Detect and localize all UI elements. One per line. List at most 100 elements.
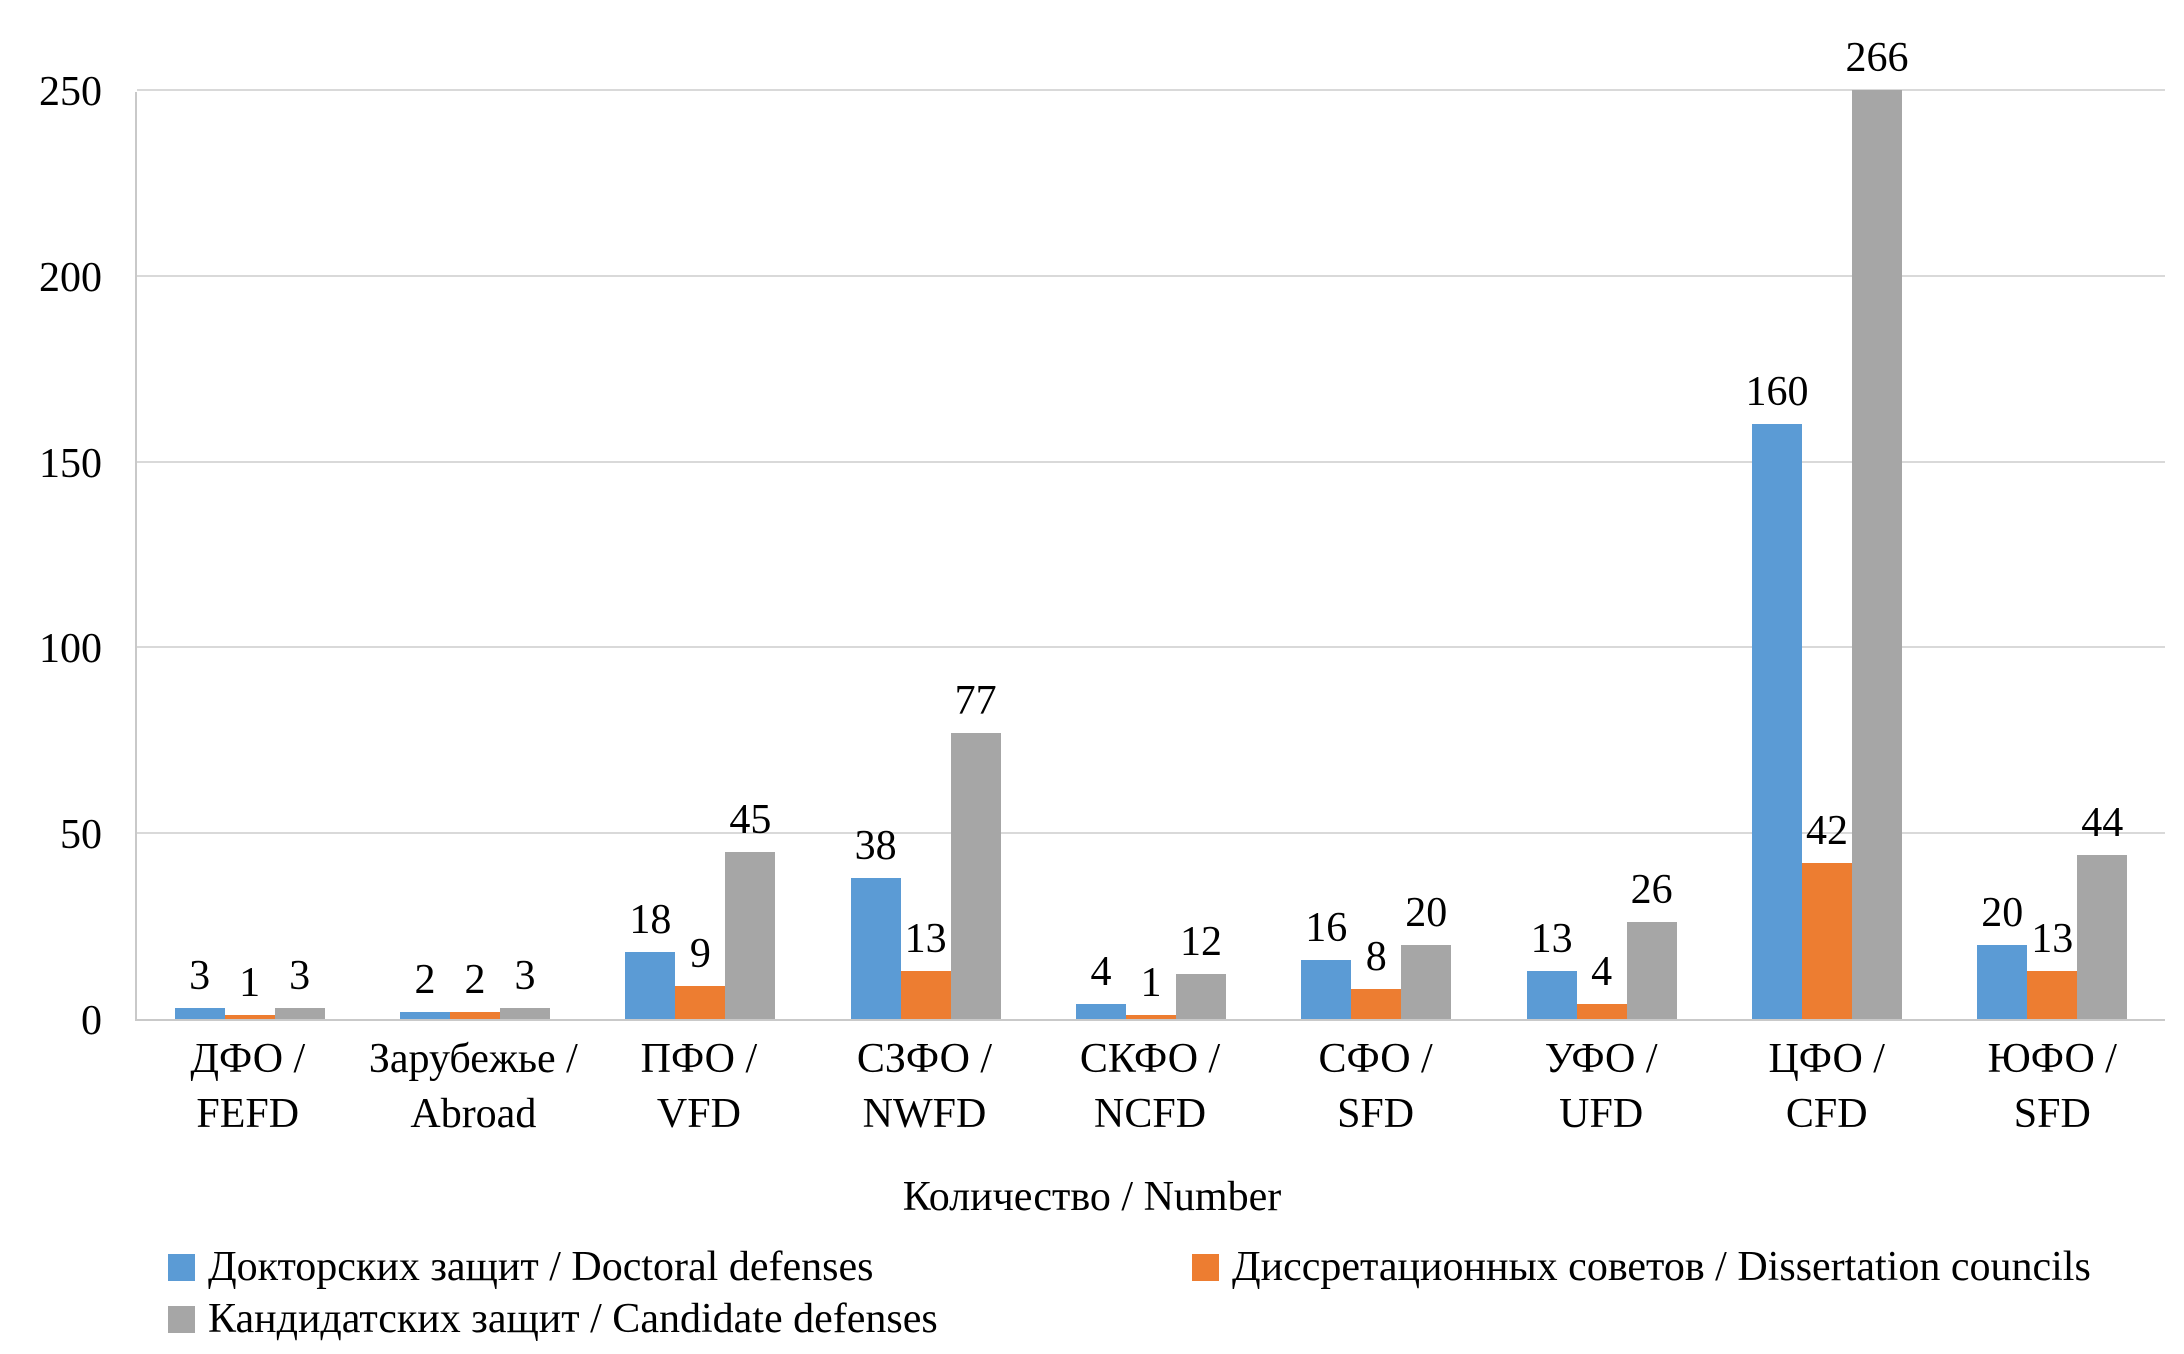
- bar-value-label: 13: [2031, 916, 2074, 962]
- bar-group: 160 42 266: [1714, 37, 1939, 1019]
- bar: 4: [1075, 951, 1126, 1019]
- x-axis-title: Количество / Number: [902, 1174, 1282, 1220]
- category-label: ДФО / FEFD: [135, 1032, 361, 1142]
- category-label-line: NCFD: [1094, 1091, 1207, 1137]
- category-label: УФО / UFD: [1488, 1032, 1714, 1142]
- category-label: СЗФО / NWFD: [812, 1032, 1038, 1142]
- bar: 42: [1801, 810, 1852, 1019]
- bar-value-label: 20: [1981, 890, 2024, 936]
- bar-value-label: 2: [464, 957, 486, 1003]
- category-label-line: Зарубежье /: [368, 1036, 578, 1082]
- legend-swatch-orange: [1192, 1253, 1219, 1281]
- category-label: СФО / SFD: [1263, 1032, 1489, 1142]
- bar-value-label: 13: [904, 916, 947, 962]
- bar: 44: [2077, 802, 2128, 1019]
- bar: 13: [900, 918, 951, 1019]
- bar-value-label: 16: [1305, 905, 1348, 951]
- bar: 20: [1977, 892, 2028, 1019]
- category-label-line: ПФО /: [640, 1036, 758, 1082]
- bar: 12: [1175, 921, 1226, 1019]
- category-label: ПФО / VFD: [586, 1032, 812, 1142]
- category-label-line: FEFD: [196, 1091, 300, 1137]
- bar: 20: [1401, 892, 1452, 1019]
- bar-value-label: 3: [514, 953, 536, 999]
- bar: 16: [1301, 907, 1352, 1019]
- bar-value-label: 266: [1845, 35, 1909, 81]
- legend-swatch-gray: [168, 1305, 195, 1333]
- legend-swatch-blue: [168, 1253, 195, 1281]
- bar-value-label: 26: [1630, 867, 1673, 913]
- bar: 9: [675, 933, 726, 1019]
- category-label-line: Abroad: [410, 1091, 537, 1137]
- category-label-line: VFD: [656, 1091, 741, 1137]
- legend-item-candidate-defenses: Кандидатских защит / Candidate defenses: [168, 1292, 938, 1346]
- bar-value-label: 20: [1405, 890, 1448, 936]
- category-label-line: SFD: [2013, 1091, 2091, 1137]
- category-label-line: СФО /: [1318, 1036, 1433, 1082]
- bar-value-label: 44: [2081, 800, 2124, 846]
- bar: 2: [399, 959, 450, 1019]
- bar-value-label: 77: [954, 678, 997, 724]
- category-label-line: СЗФО /: [856, 1036, 993, 1082]
- legend-label: Кандидатских защит / Candidate defenses: [208, 1296, 938, 1342]
- bar: 3: [274, 955, 325, 1019]
- category-label-line: UFD: [1559, 1091, 1644, 1137]
- bar-value-label: 45: [729, 797, 772, 843]
- legend-item-dissertation-councils: Диссретационных советов / Dissertation c…: [1192, 1240, 2091, 1294]
- bar: 26: [1626, 869, 1677, 1019]
- bar-value-label: 38: [854, 823, 897, 869]
- category-label: ЦФО / CFD: [1714, 1032, 1940, 1142]
- bar: 13: [2027, 918, 2078, 1019]
- legend-label: Диссретационных советов / Dissertation c…: [1232, 1244, 2091, 1290]
- bar-group: 13 4 26: [1489, 92, 1714, 1019]
- bar: 18: [625, 899, 676, 1019]
- bar-value-label: 1: [239, 960, 261, 1006]
- bar-value-label: 3: [189, 953, 211, 999]
- legend-item-doctoral-defenses: Докторских защит / Doctoral defenses: [168, 1240, 873, 1294]
- y-tick-label-250: 250: [39, 69, 102, 115]
- gridline-250: [137, 89, 2165, 91]
- gridline-200: [137, 274, 2165, 277]
- category-label: Зарубежье / Abroad: [361, 1032, 587, 1142]
- bar-value-label: 12: [1179, 919, 1222, 965]
- y-tick-label-150: 150: [39, 440, 102, 487]
- bar-value-label: 18: [629, 897, 672, 943]
- bar: 160: [1745, 371, 1808, 1019]
- bar-value-label: 42: [1805, 808, 1848, 854]
- bar-value-label: 2: [414, 957, 436, 1003]
- bar: 8: [1351, 936, 1402, 1019]
- category-label-line: CFD: [1785, 1091, 1868, 1137]
- bar: 4: [1576, 951, 1627, 1019]
- bar-group: 16 8 20: [1264, 92, 1489, 1019]
- bar-value-label: 8: [1365, 934, 1387, 980]
- bar-value-label: 4: [1090, 949, 1112, 995]
- bar-group: 20 13 44: [1940, 92, 2165, 1019]
- category-label-line: ЮФО /: [1987, 1036, 2117, 1082]
- bar-value-label: 160: [1745, 369, 1809, 415]
- bar-value-label: 9: [689, 931, 711, 977]
- bar-group: 38 13 77: [813, 92, 1038, 1019]
- plot-area: 3 1 3 2 2 3 18 9 45 38 13 77 4 1 12 16 8 20 13 4 26 160 42 266 2…: [135, 37, 2165, 1021]
- gridline-50: [137, 832, 2165, 835]
- bar-value-label: 3: [289, 953, 311, 999]
- bar: 13: [1526, 918, 1577, 1019]
- bar: 3: [174, 955, 225, 1019]
- x-axis-labels: ДФО / FEFD Зарубежье / Abroad ПФО / VFD СЗФО /…: [135, 1032, 2165, 1142]
- category-label-line: УФО /: [1544, 1036, 1658, 1082]
- category-label: СКФО / NCFD: [1037, 1032, 1263, 1142]
- category-label-line: SFD: [1337, 1091, 1415, 1137]
- category-label-line: СКФО /: [1079, 1036, 1221, 1082]
- bar: 77: [950, 680, 1001, 1019]
- bar-group: 18 9 45: [588, 92, 813, 1019]
- bar: 38: [850, 825, 901, 1019]
- y-tick-label-0: 0: [81, 998, 102, 1044]
- category-label-line: ЦФО /: [1768, 1036, 1885, 1082]
- bar: 45: [725, 799, 776, 1019]
- y-tick-label-200: 200: [39, 254, 102, 301]
- legend-label: Докторских защит / Doctoral defenses: [208, 1244, 874, 1290]
- y-tick-label-50: 50: [60, 812, 102, 859]
- bar-groups: 3 1 3 2 2 3 18 9 45 38 13 77 4 1 12 16 8 20 13 4 26 160 42 266 2…: [137, 37, 2165, 1019]
- category-label: ЮФО / SFD: [1940, 1032, 2166, 1142]
